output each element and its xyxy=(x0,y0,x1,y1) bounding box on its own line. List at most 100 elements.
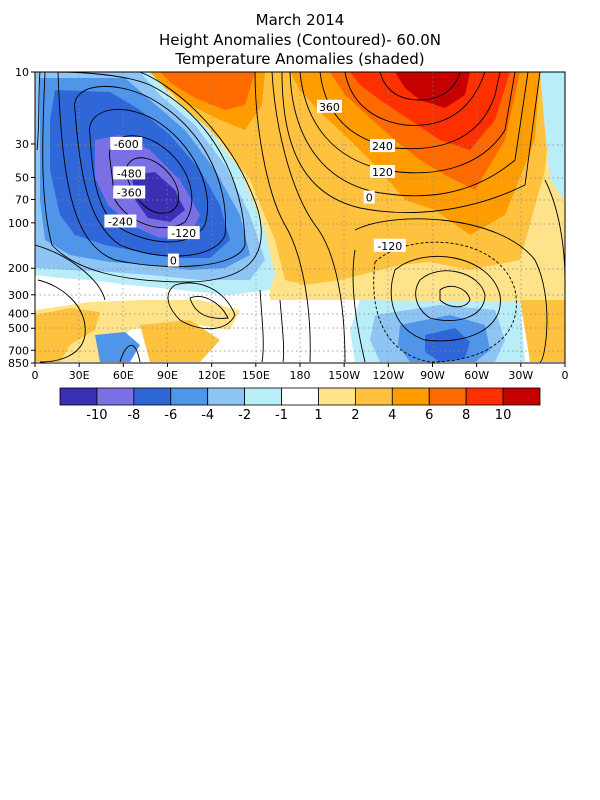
y-tick-label: 200 xyxy=(8,262,29,275)
warm-anomaly-area xyxy=(35,308,100,362)
x-tick-label: 60W xyxy=(464,369,489,382)
x-tick-label: 120W xyxy=(372,369,404,382)
colorbar-swatch xyxy=(318,387,356,406)
contour-label: 120 xyxy=(372,166,393,179)
x-tick-label: 120E xyxy=(198,369,226,382)
contour-line xyxy=(37,279,86,363)
height-contours xyxy=(35,72,565,363)
colorbar-swatch xyxy=(465,387,504,406)
contour-line xyxy=(439,286,471,308)
x-tick-label: 180 xyxy=(290,369,311,382)
x-axis: 0 30E 60E 90E 120E 150E 180 150W 120W 90W 60W 30W 0 xyxy=(32,363,569,382)
colorbar-swatch xyxy=(502,387,541,406)
contour-label: 0 xyxy=(366,192,373,205)
contour-label: -600 xyxy=(114,138,139,151)
colorbar-label: -8 xyxy=(127,408,140,423)
cold-anomaly-area xyxy=(425,328,470,362)
warm-anomaly-area xyxy=(395,72,470,108)
colorbar-label: 10 xyxy=(495,408,512,423)
y-tick-label: 30 xyxy=(15,138,29,151)
contour-line xyxy=(259,289,264,363)
warm-anomaly-area xyxy=(520,300,565,362)
contour-line xyxy=(352,249,366,363)
contour-line xyxy=(254,72,311,363)
contour-label-background xyxy=(369,164,395,178)
contour-line xyxy=(109,135,193,229)
colorbar-label: -6 xyxy=(164,408,177,423)
cold-anomaly-area xyxy=(540,72,565,200)
colorbar-label: -4 xyxy=(201,408,214,423)
cold-anomaly-area xyxy=(95,332,140,362)
grid xyxy=(35,72,565,363)
contour-line xyxy=(189,296,229,319)
contour-label: -360 xyxy=(117,187,142,200)
contour-line xyxy=(379,72,461,101)
contour-label: -480 xyxy=(117,167,142,180)
contour-line xyxy=(125,157,180,214)
y-tick-label: 300 xyxy=(8,289,29,302)
x-tick-label: 150E xyxy=(242,369,270,382)
colorbar-swatch xyxy=(281,387,319,406)
contour-label: -240 xyxy=(108,215,133,228)
y-tick-label: 50 xyxy=(15,171,29,184)
contour-label-background xyxy=(369,139,395,153)
y-tick-label: 500 xyxy=(8,322,29,335)
contour-line xyxy=(36,72,41,151)
contour-line xyxy=(271,72,346,363)
y-tick-label: 70 xyxy=(15,193,29,206)
y-tick-label: 850 xyxy=(8,357,29,370)
colorbar-swatch xyxy=(428,387,467,406)
contour-label: 240 xyxy=(372,140,393,153)
contour-labels: -600 -480 -360 -240 -120 0 360 240 120 0 -120 xyxy=(104,99,406,268)
contour-label: -120 xyxy=(377,240,402,253)
contour-label: 360 xyxy=(319,101,340,114)
warm-anomaly-area xyxy=(140,320,220,362)
warm-anomaly-area xyxy=(350,72,510,150)
contour-label-background xyxy=(167,226,200,240)
contour-line xyxy=(89,108,208,243)
contour-line xyxy=(74,86,226,257)
contour-label-background xyxy=(113,185,146,199)
contour-line xyxy=(167,282,236,330)
y-tick-label: 400 xyxy=(8,308,29,321)
colorbar-swatch xyxy=(96,387,135,406)
contour-line xyxy=(119,345,141,363)
x-tick-label: 90E xyxy=(157,369,178,382)
contour-label-background xyxy=(104,214,137,228)
colorbar-label: 6 xyxy=(425,408,433,423)
contour-line xyxy=(281,72,541,213)
colorbar-swatch xyxy=(391,387,430,406)
chart-title: March 2014 xyxy=(255,11,345,29)
colorbar-swatch xyxy=(133,387,172,406)
contour-line xyxy=(279,299,285,363)
colorbar-label: 4 xyxy=(388,408,396,423)
contour-line xyxy=(35,244,106,301)
x-tick-label: 0 xyxy=(562,369,569,382)
colorbar-swatch xyxy=(170,387,209,406)
contour-label-background xyxy=(316,99,342,113)
contour-line xyxy=(354,218,548,363)
colorbar-label: 2 xyxy=(351,408,359,423)
contour-label-background xyxy=(110,136,143,150)
contour-label: -120 xyxy=(171,227,196,240)
x-tick-label: 60E xyxy=(113,369,134,382)
contour-line xyxy=(415,270,486,322)
contour-label-background xyxy=(363,190,375,204)
colorbar-label: -1 xyxy=(275,408,288,423)
chart-subtitle-temperature: Temperature Anomalies (shaded) xyxy=(175,50,425,68)
contour-label-background xyxy=(113,166,146,180)
colorbar-label: 1 xyxy=(314,408,322,423)
colorbar-swatch xyxy=(354,387,393,406)
contour-line xyxy=(289,72,529,197)
contour-label-background xyxy=(373,238,406,252)
x-tick-label: 30E xyxy=(69,369,90,382)
y-tick-label: 100 xyxy=(8,217,29,230)
colorbar-label: -10 xyxy=(86,408,107,423)
colorbar: -10 -8 -6 -4 -2 -1 1 2 4 6 8 10 xyxy=(59,387,541,423)
chart-subtitle-height: Height Anomalies (Contoured)- 60.0N xyxy=(158,31,442,49)
colorbar-label: 8 xyxy=(462,408,470,423)
contour-line xyxy=(42,72,262,283)
y-tick-label: 700 xyxy=(8,344,29,357)
x-tick-label: 0 xyxy=(32,369,39,382)
